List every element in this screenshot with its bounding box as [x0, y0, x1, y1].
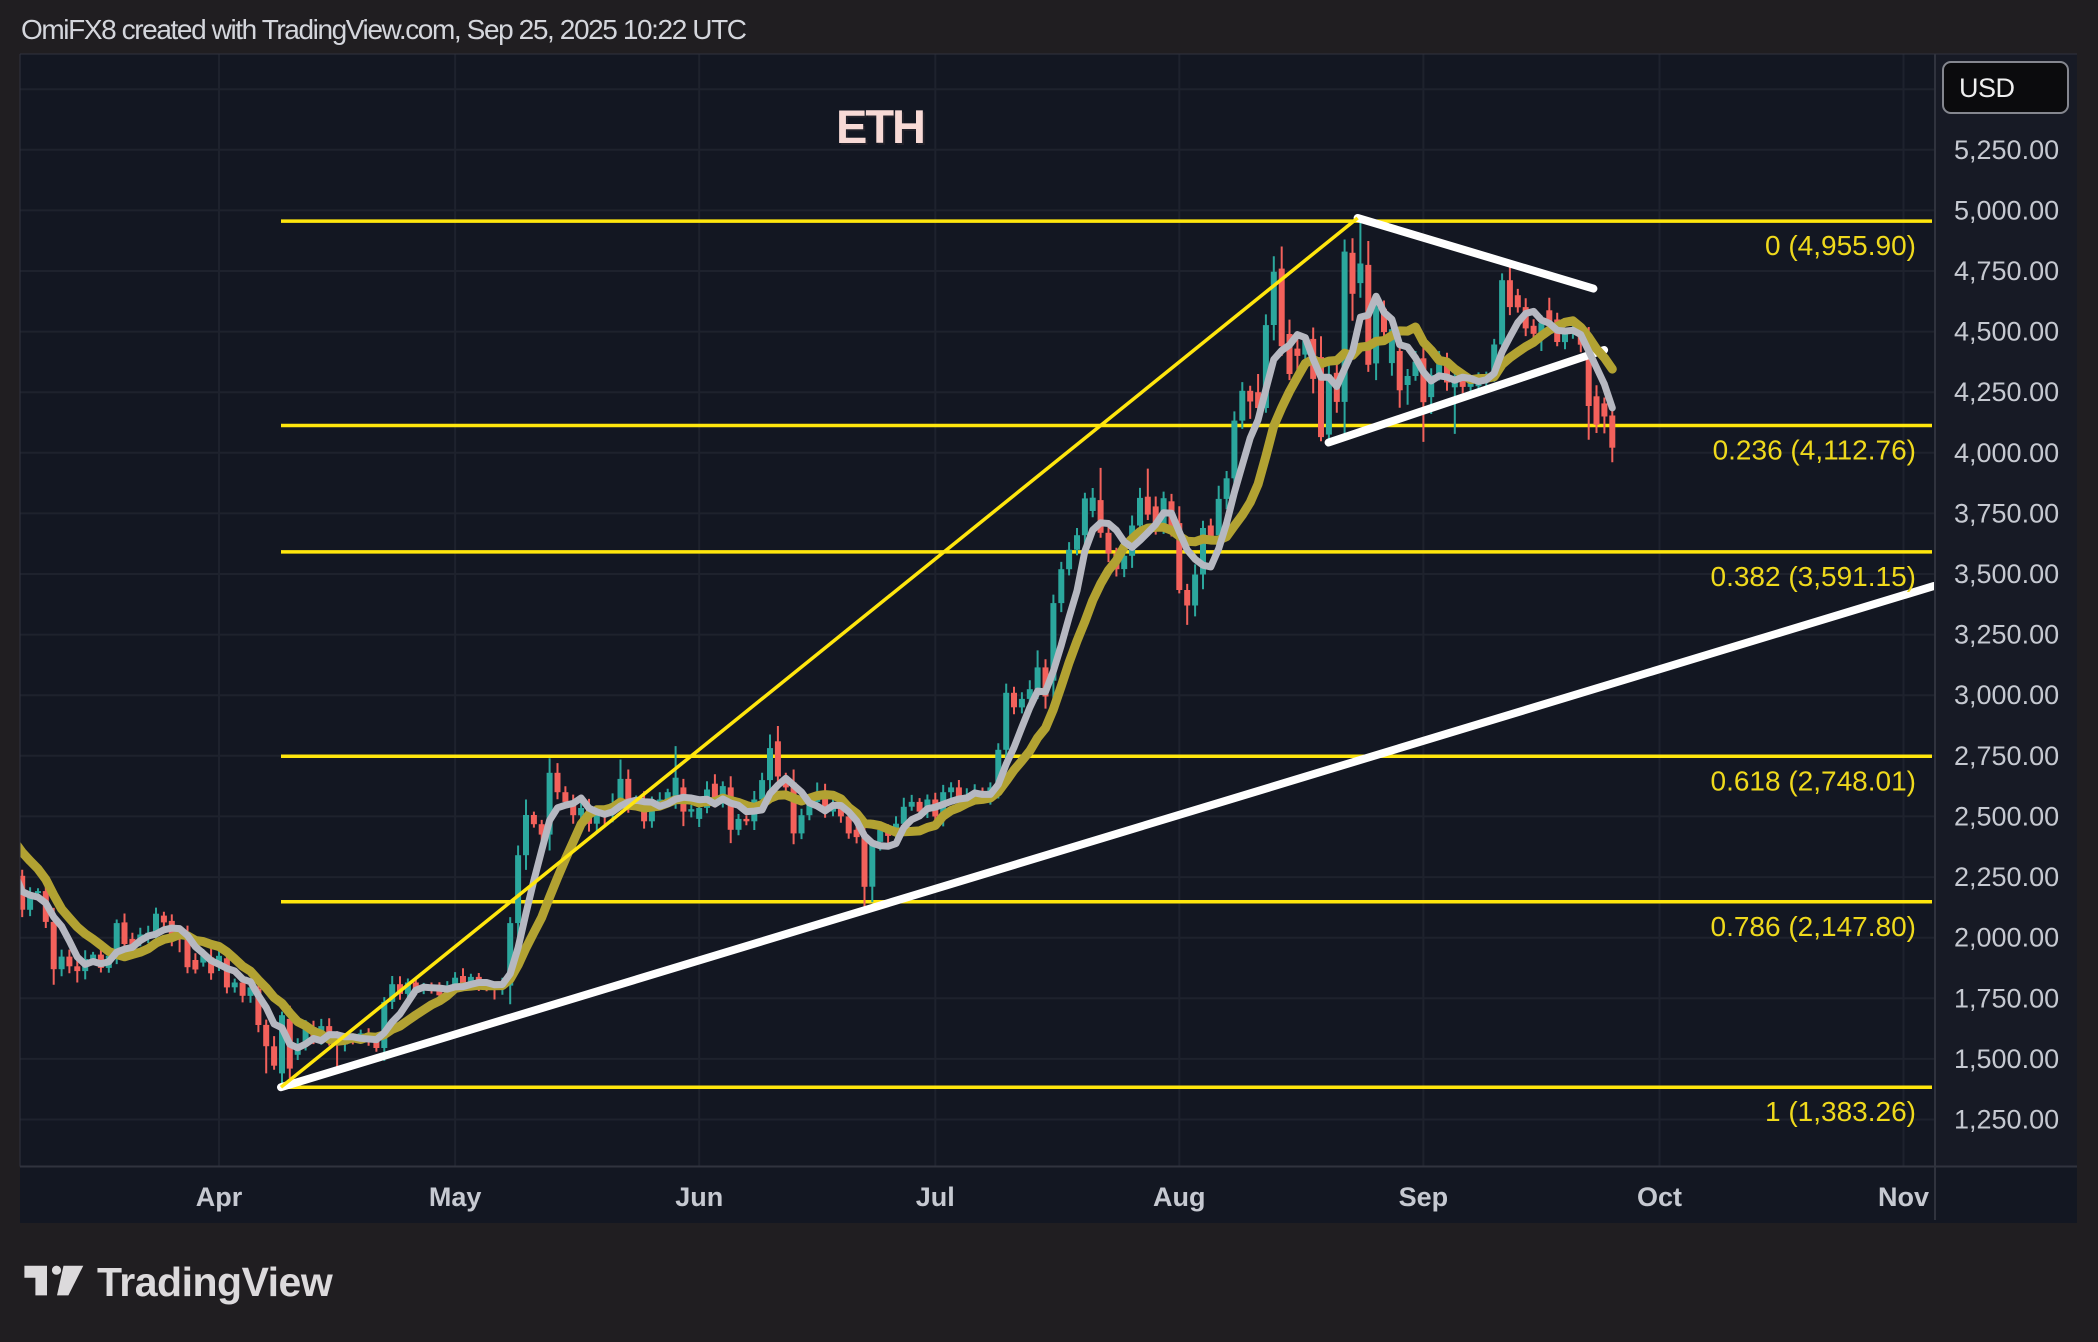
- svg-text:1,750.00: 1,750.00: [1954, 983, 2059, 1013]
- svg-text:3,000.00: 3,000.00: [1954, 680, 2059, 710]
- svg-text:5,250.00: 5,250.00: [1954, 135, 2059, 165]
- svg-text:4,750.00: 4,750.00: [1954, 256, 2059, 286]
- svg-text:4,000.00: 4,000.00: [1954, 438, 2059, 468]
- svg-text:May: May: [429, 1182, 482, 1212]
- svg-text:3,750.00: 3,750.00: [1954, 498, 2059, 528]
- svg-text:ETH: ETH: [836, 100, 924, 153]
- svg-text:0.618 (2,748.01): 0.618 (2,748.01): [1711, 765, 1917, 796]
- svg-text:4,500.00: 4,500.00: [1954, 317, 2059, 347]
- svg-text:Apr: Apr: [196, 1182, 243, 1212]
- svg-text:Nov: Nov: [1878, 1182, 1929, 1212]
- svg-text:3,250.00: 3,250.00: [1954, 620, 2059, 650]
- svg-text:Oct: Oct: [1637, 1182, 1682, 1212]
- svg-text:3,500.00: 3,500.00: [1954, 559, 2059, 589]
- svg-text:2,750.00: 2,750.00: [1954, 741, 2059, 771]
- svg-text:Jul: Jul: [916, 1182, 955, 1212]
- svg-text:0 (4,955.90): 0 (4,955.90): [1765, 230, 1916, 261]
- svg-text:2,500.00: 2,500.00: [1954, 801, 2059, 831]
- svg-text:0.786 (2,147.80): 0.786 (2,147.80): [1711, 911, 1917, 942]
- svg-text:TradingView: TradingView: [97, 1259, 333, 1305]
- svg-text:Jun: Jun: [675, 1182, 723, 1212]
- svg-text:5,000.00: 5,000.00: [1954, 195, 2059, 225]
- svg-text:Sep: Sep: [1399, 1182, 1449, 1212]
- svg-text:2,250.00: 2,250.00: [1954, 862, 2059, 892]
- svg-text:4,250.00: 4,250.00: [1954, 377, 2059, 407]
- svg-text:ETH: ETH: [838, 102, 926, 155]
- svg-text:Aug: Aug: [1153, 1182, 1205, 1212]
- svg-text:2,000.00: 2,000.00: [1954, 923, 2059, 953]
- svg-text:0.382 (3,591.15): 0.382 (3,591.15): [1711, 561, 1917, 592]
- svg-text:1,250.00: 1,250.00: [1954, 1105, 2059, 1135]
- svg-text:1,500.00: 1,500.00: [1954, 1044, 2059, 1074]
- svg-text:1 (1,383.26): 1 (1,383.26): [1765, 1096, 1916, 1127]
- svg-text:0.236 (4,112.76): 0.236 (4,112.76): [1713, 435, 1916, 466]
